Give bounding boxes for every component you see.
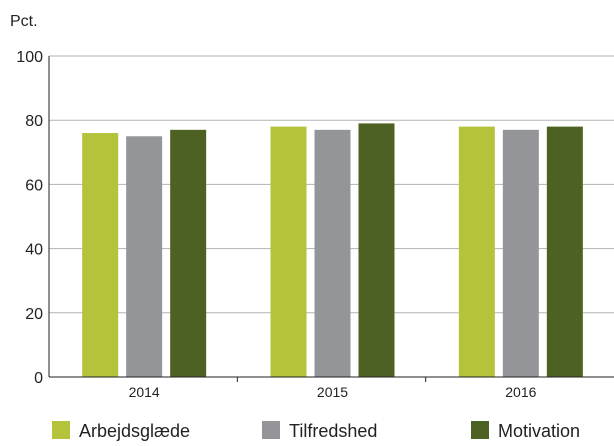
x-tick-labels: 2014 2015 2016 (129, 384, 537, 400)
y-tick-label: 100 (16, 49, 43, 66)
legend: Arbejdsglæde Tilfredshed Motivation (52, 421, 580, 441)
y-tick-label: 80 (25, 113, 43, 130)
legend-label: Arbejdsglæde (79, 421, 190, 441)
bars (82, 123, 583, 378)
bar (82, 133, 119, 377)
bar (502, 129, 539, 377)
legend-item: Motivation (471, 421, 580, 441)
y-tick-labels: 0 20 40 60 80 100 (16, 49, 43, 387)
bar (270, 126, 307, 378)
y-tick-label: 20 (25, 306, 43, 323)
legend-label: Motivation (498, 421, 580, 441)
legend-item: Arbejdsglæde (52, 421, 190, 441)
legend-item: Tilfredshed (262, 421, 377, 441)
legend-label: Tilfredshed (289, 421, 377, 441)
x-tick-label: 2014 (129, 384, 160, 400)
bar (170, 129, 207, 377)
y-tick-label: 40 (25, 242, 43, 259)
bar (126, 136, 163, 377)
bar (458, 126, 495, 378)
legend-swatch (262, 421, 280, 439)
legend-swatch (52, 421, 70, 439)
y-tick-label: 60 (25, 177, 43, 194)
bar (314, 129, 351, 377)
y-axis-label: Pct. (10, 13, 38, 30)
axes (48, 56, 614, 382)
x-tick-label: 2015 (317, 384, 348, 400)
bar (358, 123, 395, 377)
bar (546, 126, 583, 378)
legend-swatch (471, 421, 489, 439)
x-tick-label: 2016 (505, 384, 536, 400)
y-tick-label: 0 (34, 370, 43, 387)
